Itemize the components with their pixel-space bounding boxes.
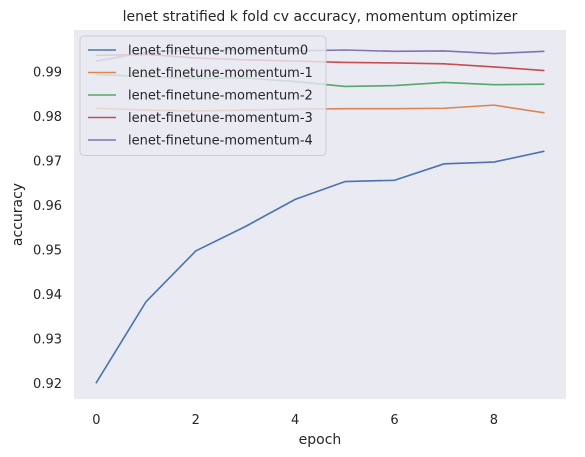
y-tick-label: 0.92 bbox=[33, 377, 62, 392]
y-tick-label: 0.97 bbox=[33, 155, 62, 170]
legend-label: lenet-finetune-momentum-1 bbox=[128, 66, 313, 81]
y-tick-label: 0.98 bbox=[33, 110, 62, 125]
x-axis-ticks: 0 2 4 6 8 bbox=[92, 413, 498, 428]
legend-label: lenet-finetune-momentum-3 bbox=[128, 111, 313, 126]
y-tick-label: 0.94 bbox=[33, 288, 62, 303]
legend-box bbox=[79, 35, 327, 156]
x-tick-label: 6 bbox=[390, 413, 398, 428]
x-axis-label: epoch bbox=[299, 432, 342, 448]
y-tick-label: 0.99 bbox=[33, 66, 62, 81]
series-line-0 bbox=[95, 150, 545, 384]
y-tick-label: 0.93 bbox=[33, 332, 62, 347]
y-tick-label: 0.96 bbox=[33, 199, 62, 214]
x-tick-label: 8 bbox=[490, 413, 498, 428]
y-axis-ticks: 0.92 0.93 0.94 0.95 0.96 0.97 0.98 0.99 bbox=[33, 66, 62, 392]
y-axis-label: accuracy bbox=[10, 183, 26, 246]
x-tick-label: 2 bbox=[192, 413, 200, 428]
legend-label: lenet-finetune-momentum-4 bbox=[128, 134, 313, 149]
y-tick-label: 0.95 bbox=[33, 244, 62, 259]
legend: lenet-finetune-momentum0 lenet-finetune-m… bbox=[79, 35, 327, 156]
legend-label: lenet-finetune-momentum0 bbox=[128, 44, 308, 59]
chart-title: lenet stratified k fold cv accuracy, mom… bbox=[123, 9, 518, 25]
x-tick-label: 0 bbox=[92, 413, 100, 428]
x-tick-label: 4 bbox=[291, 413, 299, 428]
legend-label: lenet-finetune-momentum-2 bbox=[128, 89, 313, 104]
